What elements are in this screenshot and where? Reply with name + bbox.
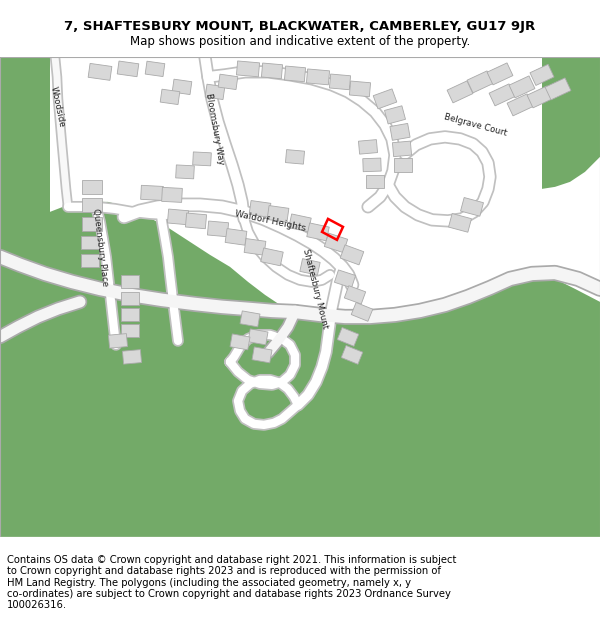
Bar xyxy=(344,286,365,304)
Bar xyxy=(82,198,102,212)
Bar xyxy=(461,198,484,216)
Text: co-ordinates) are subject to Crown copyright and database rights 2023 Ordnance S: co-ordinates) are subject to Crown copyr… xyxy=(7,589,451,599)
Bar xyxy=(261,248,283,266)
Bar xyxy=(81,254,99,268)
Bar xyxy=(262,63,283,79)
Bar xyxy=(121,324,139,338)
Bar xyxy=(489,84,515,106)
Bar xyxy=(185,213,206,229)
Bar xyxy=(507,94,533,116)
Bar xyxy=(351,302,373,321)
Bar xyxy=(349,81,371,97)
Text: Belgrave Court: Belgrave Court xyxy=(443,112,508,138)
Bar xyxy=(244,239,266,255)
Bar xyxy=(117,61,139,77)
Polygon shape xyxy=(50,57,542,347)
Bar xyxy=(236,61,260,77)
Bar xyxy=(300,259,320,275)
Bar xyxy=(307,223,329,241)
Bar xyxy=(208,221,229,237)
Bar xyxy=(284,66,305,82)
Bar xyxy=(160,89,180,104)
Polygon shape xyxy=(0,202,600,537)
Bar xyxy=(385,106,406,124)
Bar xyxy=(205,84,225,99)
Bar xyxy=(334,270,356,288)
Text: to Crown copyright and database rights 2023 and is reproduced with the permissio: to Crown copyright and database rights 2… xyxy=(7,566,441,576)
Bar xyxy=(161,188,182,202)
Bar xyxy=(81,236,99,249)
Polygon shape xyxy=(542,57,600,189)
Text: Bloomsbury Way: Bloomsbury Way xyxy=(204,92,226,166)
Bar xyxy=(392,141,412,157)
Bar xyxy=(530,64,554,86)
Bar xyxy=(337,328,359,346)
Bar xyxy=(366,176,384,188)
Bar xyxy=(167,209,188,225)
Bar xyxy=(373,89,397,109)
Bar xyxy=(527,86,553,108)
Bar xyxy=(218,74,238,89)
Text: HM Land Registry. The polygons (including the associated geometry, namely x, y: HM Land Registry. The polygons (includin… xyxy=(7,578,411,587)
Bar xyxy=(390,123,410,141)
Bar xyxy=(329,74,350,90)
Bar xyxy=(340,245,364,265)
Bar xyxy=(240,311,260,327)
Bar xyxy=(82,180,102,194)
Bar xyxy=(467,71,493,93)
Text: Shaftesbury Mount: Shaftesbury Mount xyxy=(301,248,329,330)
Text: Map shows position and indicative extent of the property.: Map shows position and indicative extent… xyxy=(130,36,470,48)
Bar xyxy=(487,63,513,85)
Bar xyxy=(121,292,139,306)
Bar xyxy=(121,308,139,321)
Bar xyxy=(225,229,247,245)
Bar xyxy=(289,214,311,232)
Bar xyxy=(109,334,128,348)
Bar xyxy=(249,201,271,217)
Bar xyxy=(172,79,192,94)
Text: Queensbury Place: Queensbury Place xyxy=(91,208,109,286)
Bar xyxy=(121,276,139,288)
Bar xyxy=(358,139,377,154)
Bar xyxy=(248,329,268,345)
Bar xyxy=(252,347,272,363)
Polygon shape xyxy=(0,267,55,537)
Bar xyxy=(145,61,165,77)
Bar xyxy=(449,214,472,232)
Text: 7, SHAFTESBURY MOUNT, BLACKWATER, CAMBERLEY, GU17 9JR: 7, SHAFTESBURY MOUNT, BLACKWATER, CAMBER… xyxy=(64,21,536,33)
Bar xyxy=(122,349,142,364)
Bar xyxy=(325,233,347,253)
Bar xyxy=(545,78,571,100)
Bar xyxy=(230,334,250,350)
Text: Woodside: Woodside xyxy=(49,86,67,128)
Bar xyxy=(286,149,305,164)
Bar xyxy=(307,69,329,85)
Bar xyxy=(394,158,412,172)
Bar xyxy=(88,63,112,81)
Bar xyxy=(447,81,473,103)
Text: Contains OS data © Crown copyright and database right 2021. This information is : Contains OS data © Crown copyright and d… xyxy=(7,555,457,565)
Text: Waldorf Heights: Waldorf Heights xyxy=(234,209,306,232)
Bar xyxy=(341,346,363,364)
Bar xyxy=(509,76,535,98)
Bar xyxy=(140,185,163,201)
Polygon shape xyxy=(0,57,50,397)
Bar xyxy=(176,165,194,179)
Bar xyxy=(363,158,381,172)
Bar xyxy=(193,152,211,166)
Bar xyxy=(82,217,102,231)
Text: 100026316.: 100026316. xyxy=(7,600,67,610)
Bar xyxy=(267,206,289,222)
